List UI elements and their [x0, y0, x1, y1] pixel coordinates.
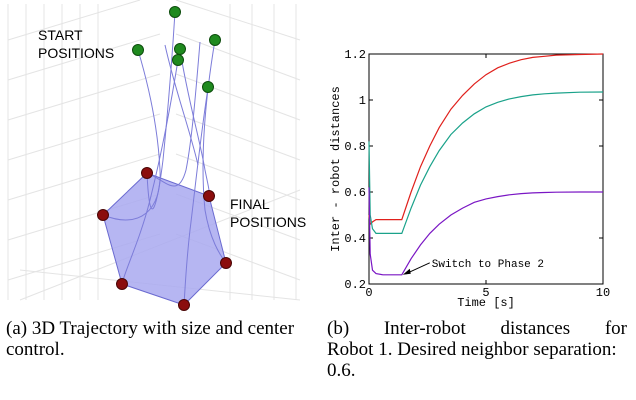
caption-b-word: (b): [327, 318, 350, 339]
distance-chart-panel: 0.2 0.4 0.6 0.8 1 1.2 0 5 10 Switch to Phase 2 …: [322, 0, 636, 312]
final-position-marker: [178, 299, 190, 311]
caption-b-word: for: [604, 318, 627, 339]
final-label-line-1: FINAL: [230, 196, 270, 212]
start-position-marker: [169, 6, 181, 18]
x-tick-label: 0: [365, 286, 372, 300]
series-line: [368, 53, 604, 226]
caption-b-word: Inter-robot: [383, 318, 466, 339]
y-axis-label: Inter - robot distances: [329, 86, 343, 252]
x-tick-label: 10: [596, 286, 610, 300]
caption-b: (b) Inter-robot distances for Robot 1. D…: [327, 318, 627, 381]
caption-b-first-line: (b) Inter-robot distances for: [327, 318, 627, 339]
start-position-marker: [209, 34, 221, 46]
start-position-marker: [202, 81, 214, 93]
caption-b-rest: Robot 1. Desired neighbor separation: 0.…: [327, 339, 617, 381]
caption-b-word: distances: [500, 318, 571, 339]
series-layer: [368, 53, 604, 276]
series-line: [368, 187, 603, 276]
y-tick-label: 1: [359, 94, 366, 108]
plot-frame: [368, 53, 604, 285]
y-tick-label: 1.2: [344, 48, 366, 62]
y-tick-label: 0.6: [344, 186, 366, 200]
start-position-marker: [172, 54, 184, 66]
start-label-line-2: POSITIONS: [38, 45, 114, 61]
final-position-marker: [141, 167, 153, 179]
x-axis-ticks: 0 5 10: [365, 54, 610, 300]
start-positions: [132, 6, 221, 93]
y-tick-label: 0.2: [344, 278, 366, 292]
trajectory-3d-panel: START POSITIONS FINAL POSITIONS: [0, 0, 318, 312]
y-axis-ticks: 0.2 0.4 0.6 0.8 1 1.2: [344, 48, 603, 292]
final-position-marker: [97, 209, 109, 221]
annotation-label: Switch to Phase 2: [432, 259, 544, 271]
final-position-marker: [220, 257, 232, 269]
final-label-line-2: POSITIONS: [230, 214, 306, 230]
caption-a: (a) 3D Trajectory with size and center c…: [6, 318, 295, 360]
x-axis-label: Time [s]: [457, 296, 515, 310]
final-positions: [97, 167, 232, 311]
robot-trajectories: [102, 11, 227, 306]
start-position-marker: [132, 44, 144, 56]
annotation-arrowhead: [402, 268, 411, 275]
final-position-marker: [203, 190, 215, 202]
y-tick-label: 0.8: [344, 140, 366, 154]
x-tick-label: 5: [482, 286, 489, 300]
start-label-line-1: START: [38, 27, 83, 43]
final-position-marker: [116, 278, 128, 290]
y-tick-label: 0.4: [344, 232, 366, 246]
start-position-marker: [174, 43, 186, 55]
distance-chart: 0.20.40.60.811.2 0 5 10 Switch to Phase 2 …: [329, 48, 610, 310]
trajectory-3d-figure: START POSITIONS FINAL POSITIONS: [7, 0, 306, 311]
series-line: [368, 91, 604, 234]
